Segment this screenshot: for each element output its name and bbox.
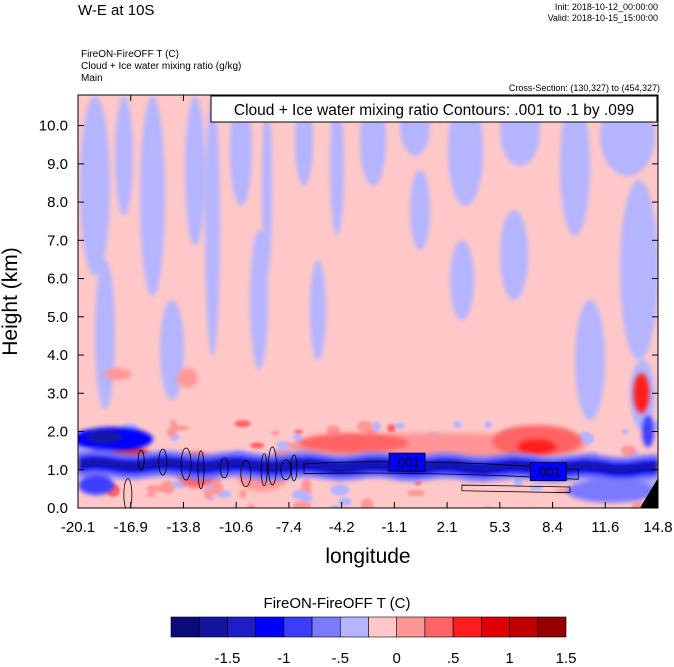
field-label-cloud: Cloud + Ice water mixing ratio (g/kg) [81,61,242,72]
y-tick-label: 0.0 [47,500,68,517]
temperature-anomaly-field [78,95,658,508]
colorbar-swatch [227,616,256,638]
cloud-contour-cell [180,447,192,481]
cloud-contour-cell [197,450,205,490]
y-tick-label: 7.0 [47,232,68,249]
x-axis-label: longitude [325,545,410,568]
colorbar-swatch [537,616,567,638]
colorbar-tick-label: -.5 [332,650,350,667]
cross-section-label: Cross-Section: (130,327) to (454,327) [508,83,660,93]
contour-label-text: .001 [536,465,561,480]
colorbar-swatch [255,616,285,638]
colorbar-title: FireON-FireOFF T (C) [263,595,411,612]
colorbar-swatch [311,616,341,638]
contour-info-box [210,95,658,123]
x-tick-label: -4.2 [329,519,355,536]
valid-time-label: Valid: 2018-10-15_15:00:00 [547,13,658,23]
y-tick-label: 5.0 [47,309,68,326]
cloud-contour-cell [123,478,133,508]
cloud-contours: .001 .001 [123,446,579,508]
y-tick-label: 8.0 [47,194,68,211]
cloud-contour-cell [260,453,268,487]
colorbar-tick-label: .5 [447,650,460,667]
x-tick-label: 11.6 [591,519,619,536]
cloud-contour-lower [461,484,571,494]
y-tick-label: 2.0 [47,424,68,441]
y-tick-label: 1.0 [47,462,68,479]
contour-label: .001 [388,452,426,472]
colorbar-tick-label: 1.5 [556,650,577,667]
contour-info-text: Cloud + Ice water mixing ratio Contours:… [234,102,634,119]
y-tick-label: 6.0 [47,271,68,288]
x-tick-label: -20.1 [61,519,95,536]
y-tick-label: 10.0 [39,118,68,135]
cloud-contour-cell [240,460,252,487]
colorbar-tick-label: 1 [505,650,513,667]
colorbar-swatch [452,616,482,638]
cloud-contour-cell [268,446,277,486]
y-axis-label: Height (km) [0,247,22,356]
field-label-temperature: FireON-FireOFF T (C) [81,49,179,60]
contour-label: .001 [529,462,567,482]
colorbar-tick-label: -1 [277,650,290,667]
x-tick-label: -10.6 [219,519,253,536]
init-time-label: Init: 2018-10-12_00:00:00 [554,2,658,12]
cloud-contour-cell [158,448,168,476]
colorbar-tick-label: 0 [393,650,401,667]
x-tick-label: 5.3 [489,519,510,536]
colorbar-swatch [170,616,200,638]
colorbar-swatch [368,616,398,638]
colorbar-swatch [424,616,454,638]
cloud-contour-cell [290,454,298,482]
colorbar-swatch [396,616,426,638]
y-tick-label: 3.0 [47,385,68,402]
colorbar-swatch [339,616,369,638]
chart-title: W-E at 10S [78,2,155,19]
colorbar-tick-label: -1.5 [214,650,240,667]
colorbar: -1.5 -1 -.5 0 .5 1 1.5 [170,616,577,667]
cloud-contour-cell [137,449,145,471]
x-tick-label: 2.1 [437,519,458,536]
cloud-contour-cell [219,457,229,479]
colorbar-swatch [481,616,510,638]
colorbar-swatch [509,616,539,638]
colorbar-swatch [283,616,313,638]
terrain [640,478,658,508]
y-tick-label: 4.0 [47,347,68,364]
contour-label-text: .001 [394,455,419,470]
x-tick-label: -1.1 [381,519,407,536]
x-tick-label: 14.8 [643,519,672,536]
y-tick-label: 9.0 [47,156,68,173]
plot-frame [77,94,659,509]
cloud-contour-main [303,461,579,480]
x-tick-label: -16.9 [114,519,148,536]
x-tick-label: -7.4 [276,519,302,536]
x-tick-label: -13.8 [166,519,200,536]
colorbar-swatch [198,616,228,638]
field-label-domain: Main [81,73,103,84]
x-tick-label: 8.4 [542,519,563,536]
